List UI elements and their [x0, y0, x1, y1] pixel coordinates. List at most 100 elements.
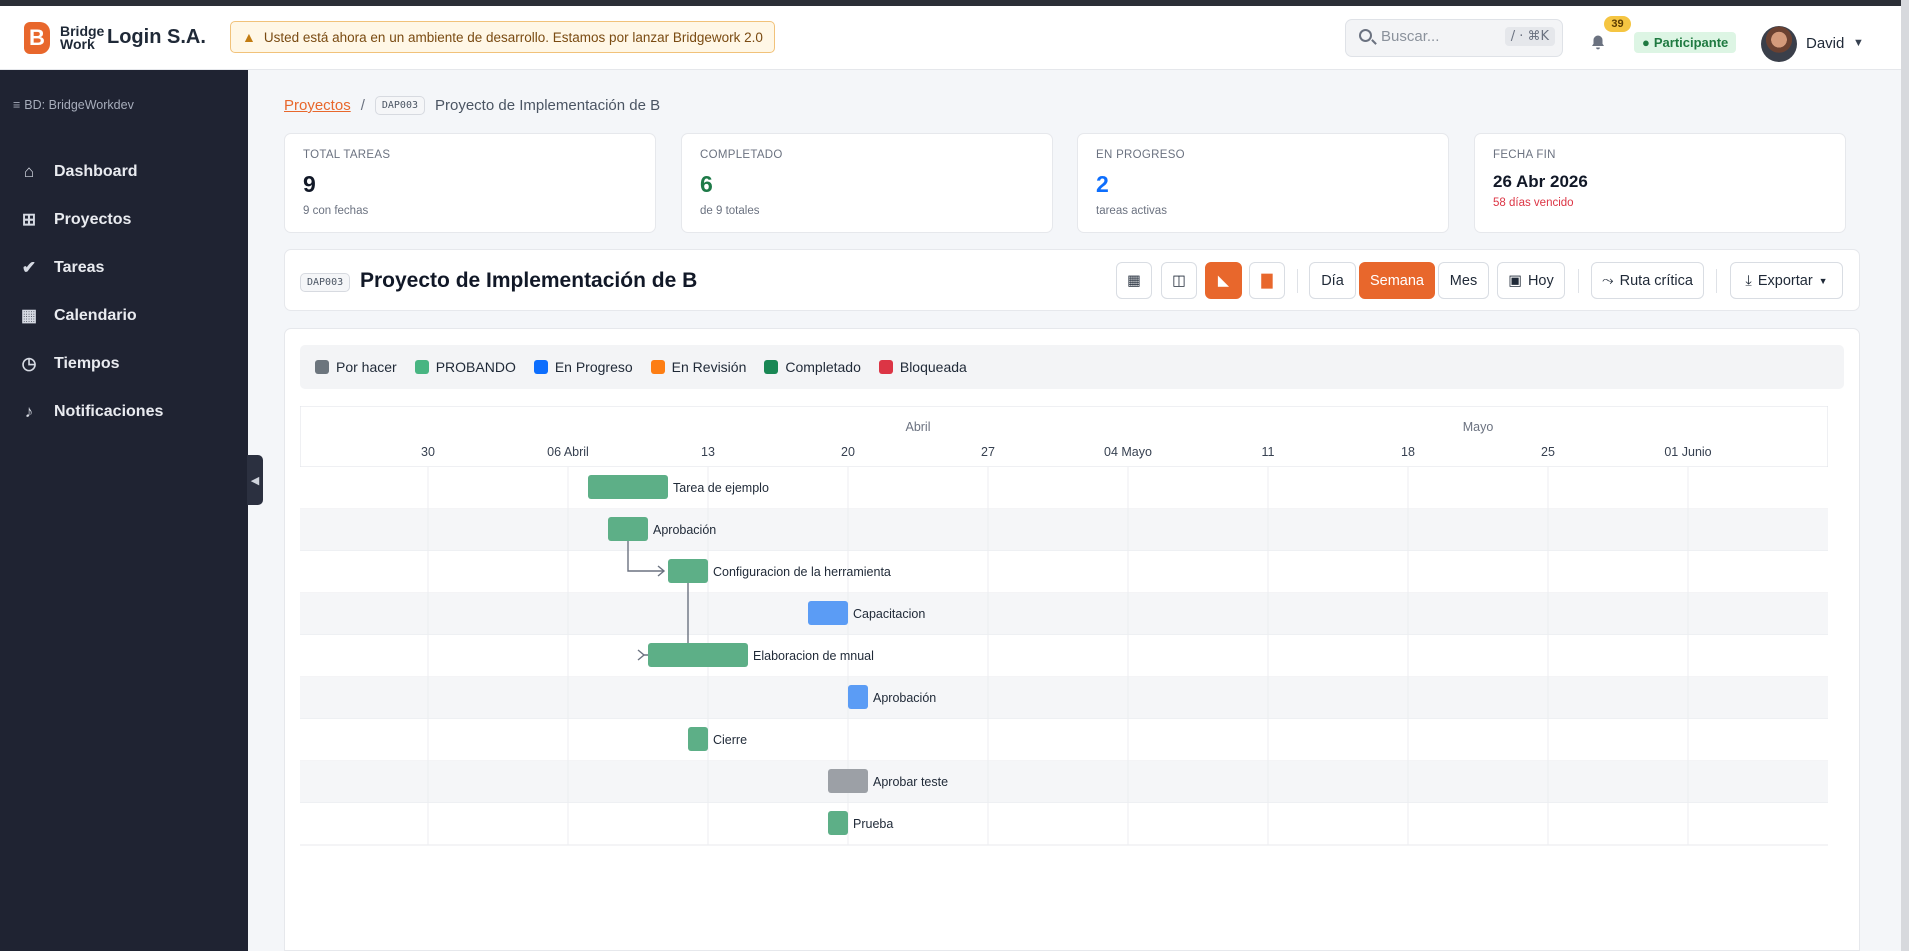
toolbar-divider — [1716, 269, 1717, 293]
breadcrumb-separator: / — [360, 97, 365, 114]
breadcrumb: Proyectos / DAP003 Proyecto de Implement… — [284, 96, 660, 115]
database-name: BD: BridgeWorkdev — [24, 98, 134, 112]
task-label: Aprobar teste — [873, 775, 948, 789]
week-tick-label: 04 Mayo — [1104, 445, 1152, 459]
task-bar[interactable] — [688, 727, 708, 751]
stat-value: 6 — [700, 171, 713, 197]
task-bar[interactable] — [848, 685, 868, 709]
search-shortcut: / · ⌘K — [1504, 27, 1555, 46]
task-bar[interactable] — [608, 517, 648, 541]
task-bar[interactable] — [668, 559, 708, 583]
week-tick-label: 30 — [421, 445, 435, 459]
breadcrumb-current: Proyecto de Implementación de B — [435, 97, 661, 114]
sidebar-item-proyectos[interactable]: ⊞ Proyectos — [20, 196, 163, 244]
legend-item: En Progreso — [533, 359, 633, 375]
avatar[interactable] — [1761, 26, 1797, 62]
week-tick-label: 13 — [701, 445, 715, 459]
task-label: Aprobación — [653, 523, 716, 537]
logo-words: Bridge Work — [60, 23, 105, 51]
task-bar[interactable] — [828, 769, 868, 793]
top-bar: B Bridge Work Login S.A. ▲ Usted está ah… — [0, 0, 1909, 70]
week-tick-label: 06 Abril — [547, 445, 589, 459]
arrow-head — [657, 565, 666, 577]
critical-path-button[interactable]: ⤳ Ruta crítica — [1591, 262, 1704, 299]
banner-text: Usted está ahora en un ambiente de desar… — [263, 29, 763, 45]
search-box[interactable]: / · ⌘K — [1345, 19, 1563, 57]
database-icon: ≡ — [13, 98, 21, 112]
project-code-badge: DAP003 — [300, 273, 351, 292]
table-view-button[interactable]: ▦ — [1116, 262, 1152, 299]
legend-item: Por hacer — [315, 359, 397, 375]
database-label: ≡ BD: BridgeWorkdev — [13, 98, 134, 112]
sidebar-item-dashboard[interactable]: ⌂ Dashboard — [20, 148, 163, 196]
critical-path-label: Ruta crítica — [1619, 272, 1693, 289]
legend-label: PROBANDO — [435, 359, 516, 375]
scale-month-button[interactable]: Mes — [1438, 262, 1489, 299]
breadcrumb-link-proyectos[interactable]: Proyectos — [284, 97, 351, 114]
logo-mark: B — [24, 22, 50, 54]
legend-item: En Revisión — [650, 359, 746, 375]
stat-subtext: 9 con fechas — [303, 205, 369, 217]
legend-label: Bloqueada — [899, 359, 967, 375]
gantt-row — [300, 509, 1828, 551]
week-tick-label: 20 — [841, 445, 855, 459]
task-bar[interactable] — [588, 475, 668, 499]
sidebar-collapse-button[interactable]: ◀ — [247, 455, 263, 505]
export-dropdown-button[interactable]: ⤓ Exportar ▼ — [1730, 262, 1843, 299]
sidebar-item-tiempos[interactable]: ◷ Tiempos — [20, 340, 163, 388]
search-input[interactable] — [1381, 28, 1501, 45]
dev-environment-banner: ▲ Usted está ahora en un ambiente de des… — [230, 21, 775, 53]
board-view-button[interactable]: ◫ — [1161, 262, 1197, 299]
bell-icon: ♪ — [24, 402, 34, 421]
pdf-export-button[interactable]: ▇ — [1249, 262, 1285, 299]
stat-card-en-progreso: EN PROGRESO 2 tareas activas — [1077, 133, 1449, 233]
task-label: Cierre — [713, 733, 747, 747]
scale-week-button[interactable]: Semana — [1359, 262, 1435, 299]
scale-day-button[interactable]: Día — [1309, 262, 1356, 299]
legend-label: En Progreso — [554, 359, 633, 375]
chevron-left-icon: ◀ — [250, 474, 260, 487]
export-label: Exportar — [1757, 272, 1813, 289]
today-button[interactable]: ▣ Hoy — [1497, 262, 1565, 299]
notifications-bell-icon[interactable] — [1589, 34, 1607, 51]
gantt-row — [300, 803, 1828, 845]
legend-swatch — [878, 360, 893, 374]
status-legend: Por hacer PROBANDO En Progreso En Revisión C… — [300, 345, 1844, 389]
task-label: Configuracion de la herramienta — [713, 565, 891, 579]
check-circle-icon: ✔ — [21, 258, 37, 277]
brand-logo[interactable]: B Bridge Work — [24, 22, 104, 54]
project-header-card: DAP003 Proyecto de Implementación de B ▦… — [284, 249, 1860, 311]
arrow-head — [637, 649, 646, 661]
task-label: Capacitacion — [853, 607, 925, 621]
task-bar[interactable] — [828, 811, 848, 835]
legend-swatch — [533, 360, 548, 374]
gantt-row — [300, 635, 1828, 677]
stat-value: 9 — [303, 171, 316, 197]
sidebar-item-tareas[interactable]: ✔ Tareas — [20, 244, 163, 292]
logo-line1: Bridge — [60, 23, 105, 39]
stat-label: TOTAL TAREAS — [303, 149, 391, 161]
task-bar[interactable] — [808, 601, 848, 625]
gantt-view-button[interactable]: ◣ — [1205, 262, 1242, 299]
gantt-row — [300, 467, 1828, 509]
sidebar-item-notificaciones[interactable]: ♪ Notificaciones — [20, 388, 164, 436]
toolbar-divider — [1578, 269, 1579, 293]
gantt-row — [300, 551, 1828, 593]
gantt-row — [300, 761, 1828, 803]
stat-subtext: 58 días vencido — [1493, 197, 1574, 209]
gantt-header — [300, 406, 1828, 468]
task-label: Elaboracion de mnual — [753, 649, 874, 663]
home-icon: ⌂ — [23, 162, 35, 181]
chevron-down-icon[interactable]: ▼ — [1853, 37, 1864, 49]
legend-swatch — [414, 360, 429, 374]
month-label: Mayo — [1463, 420, 1494, 434]
gantt-svg: Abril Mayo 30 06 Abril 13 20 27 04 Mayo 11 18 25 01… — [300, 406, 1828, 846]
week-tick-label: 18 — [1401, 445, 1415, 459]
week-tick-label: 27 — [981, 445, 995, 459]
sidebar-item-calendario[interactable]: ▦ Calendario — [20, 292, 163, 340]
window-scrollbar[interactable] — [1901, 0, 1909, 951]
user-name[interactable]: David — [1806, 35, 1845, 52]
stat-subtext: tareas activas — [1096, 205, 1167, 217]
task-bar[interactable] — [648, 643, 748, 667]
legend-label: Por hacer — [336, 359, 397, 375]
